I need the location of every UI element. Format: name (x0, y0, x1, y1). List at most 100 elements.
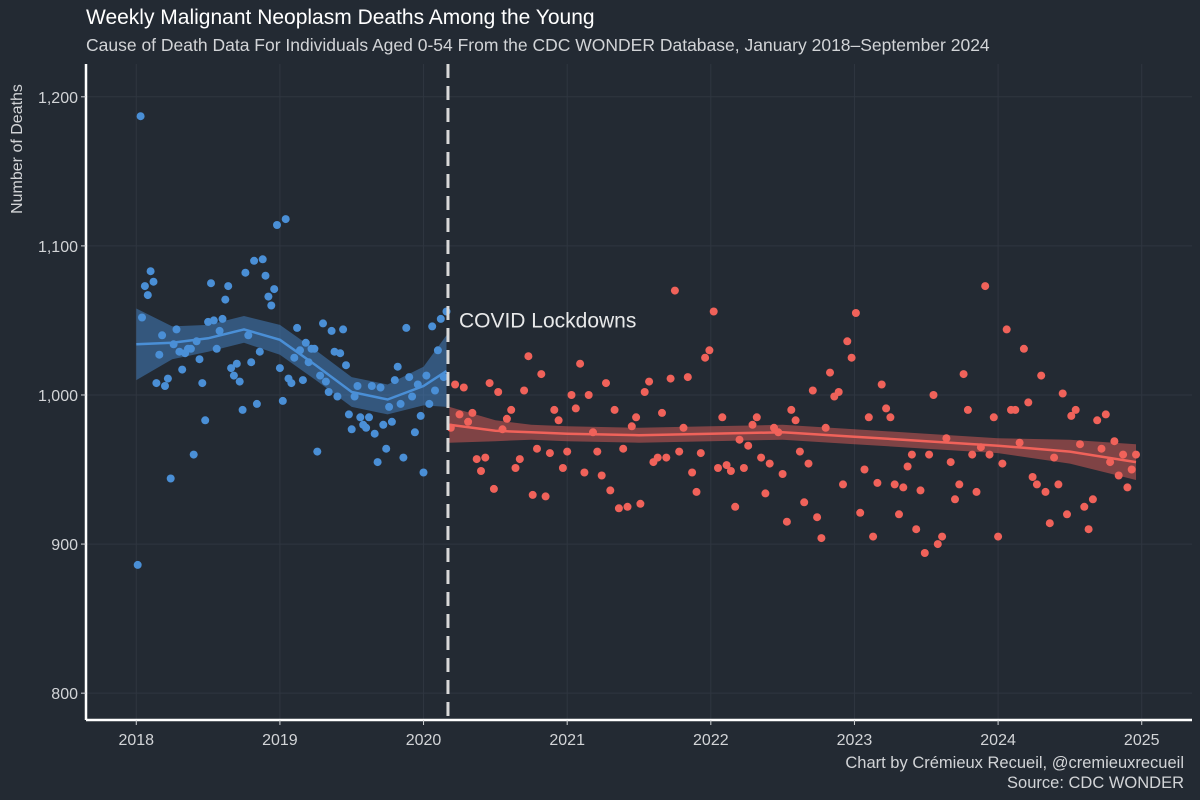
data-point (390, 376, 399, 385)
smooth-lines (136, 328, 1137, 464)
data-point (278, 396, 287, 405)
data-point (186, 344, 195, 353)
data-point (218, 314, 227, 323)
data-point (464, 417, 473, 426)
data-point (998, 459, 1007, 468)
data-point (903, 462, 912, 471)
data-point (195, 355, 204, 364)
data-point (731, 502, 740, 511)
data-point (1088, 495, 1097, 504)
data-point (212, 344, 221, 353)
data-point (270, 285, 279, 294)
data-point (602, 379, 610, 388)
data-point (370, 429, 379, 438)
data-point (520, 386, 529, 395)
data-point (744, 441, 753, 450)
smooth-line-0 (136, 328, 448, 401)
confidence-band-1 (449, 406, 1136, 480)
data-point (989, 413, 998, 422)
data-point (1028, 473, 1037, 481)
data-point (198, 379, 207, 388)
tick-labels: 2018 2019 2020 2021 2022 2023 2024 2025 800 900 1,… (38, 90, 1160, 749)
data-point (606, 486, 615, 495)
data-point (1097, 444, 1106, 453)
data-point (584, 391, 593, 399)
data-point (477, 467, 485, 475)
data-point (247, 358, 256, 367)
data-point (709, 307, 718, 316)
data-point (920, 549, 929, 557)
data-point (1024, 398, 1033, 407)
data-point (485, 379, 494, 388)
data-point (1054, 480, 1063, 489)
data-point (339, 325, 348, 334)
data-point (313, 447, 322, 456)
data-point (907, 450, 916, 459)
data-point (994, 532, 1003, 541)
data-point (791, 416, 800, 425)
data-point (800, 498, 809, 507)
data-point (968, 450, 977, 459)
covid-lockdown-label: COVID Lockdowns (459, 309, 636, 332)
data-point (554, 416, 563, 425)
data-point (610, 405, 619, 414)
data-point (1101, 410, 1110, 419)
data-point (1119, 450, 1128, 459)
data-point (238, 405, 247, 414)
data-point (826, 368, 834, 377)
data-point (761, 489, 770, 498)
data-point (273, 221, 281, 229)
data-point (821, 423, 830, 432)
data-point (350, 392, 359, 401)
data-point (614, 504, 623, 513)
data-point (533, 444, 541, 453)
data-point (877, 380, 886, 389)
data-point (834, 388, 843, 396)
data-point (290, 353, 299, 362)
data-point (1015, 438, 1024, 447)
data-point (951, 495, 959, 504)
data-point (416, 411, 425, 420)
data-point (748, 420, 757, 429)
data-point (718, 413, 727, 422)
data-point (963, 405, 972, 414)
data-point (428, 322, 437, 331)
data-point (342, 361, 350, 370)
data-point (163, 374, 172, 383)
data-point (324, 388, 333, 396)
data-point (658, 408, 666, 417)
data-point (942, 434, 951, 443)
data-point (472, 455, 481, 464)
data-point (795, 447, 804, 456)
y-tick-label: 800 (51, 686, 78, 703)
data-point (451, 380, 460, 389)
data-point (817, 534, 826, 543)
data-point (765, 459, 774, 468)
data-point (632, 413, 641, 422)
x-tick-label: 2023 (837, 732, 873, 749)
data-point (981, 282, 990, 291)
data-point (281, 215, 290, 224)
data-point (158, 331, 167, 340)
data-point (152, 379, 161, 388)
axes (84, 64, 1192, 722)
data-point (955, 480, 964, 489)
data-point (298, 376, 307, 385)
data-point (367, 382, 376, 390)
data-point (688, 468, 697, 477)
data-point (356, 413, 365, 422)
data-point (735, 435, 744, 444)
data-point (959, 370, 968, 379)
data-point (373, 458, 382, 467)
data-point (580, 468, 589, 477)
smooth-line-1 (449, 423, 1137, 464)
data-point (161, 382, 169, 390)
data-point (640, 388, 649, 396)
data-point (636, 499, 645, 508)
data-point (653, 453, 662, 462)
data-point (387, 417, 396, 426)
data-point (433, 346, 442, 355)
data-point (422, 371, 431, 380)
data-point (739, 464, 748, 472)
